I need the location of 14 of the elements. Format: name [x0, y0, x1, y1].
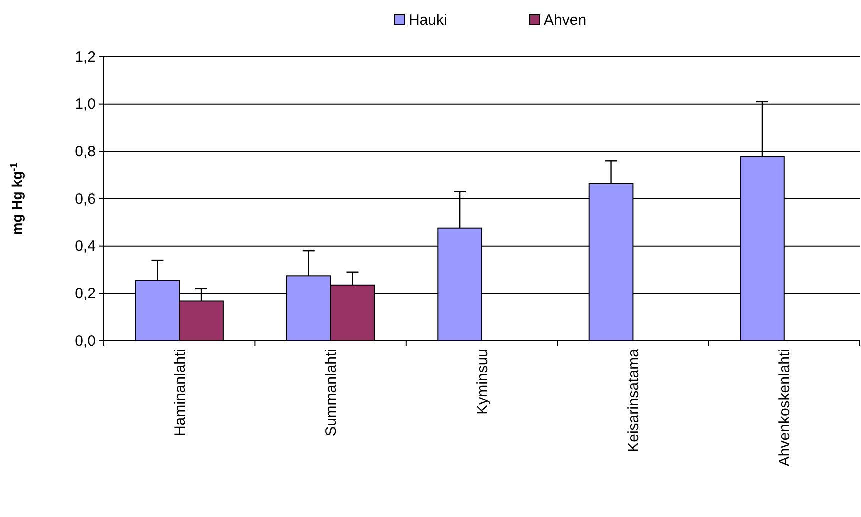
y-tick-label: 0,0	[75, 332, 96, 350]
y-tick-label: 1,2	[75, 48, 96, 66]
x-tick-label: Summanlahti	[323, 349, 340, 437]
y-tick-label: 0,6	[75, 190, 96, 208]
x-tick-label: Haminanlahti	[172, 349, 189, 437]
y-tick-label: 0,4	[75, 238, 96, 256]
legend-label: Ahven	[544, 12, 587, 29]
y-tick-label: 0,2	[75, 285, 96, 302]
y-tick-label: 0,8	[75, 143, 96, 160]
y-tick-label: 1,0	[75, 96, 96, 114]
legend-label: Hauki	[409, 12, 448, 29]
x-tick-label: Ahvenkoskenlahti	[776, 349, 794, 467]
x-tick-label: Kyminsuu	[474, 349, 492, 415]
x-tick-label: Keisarinsatama	[625, 348, 642, 452]
